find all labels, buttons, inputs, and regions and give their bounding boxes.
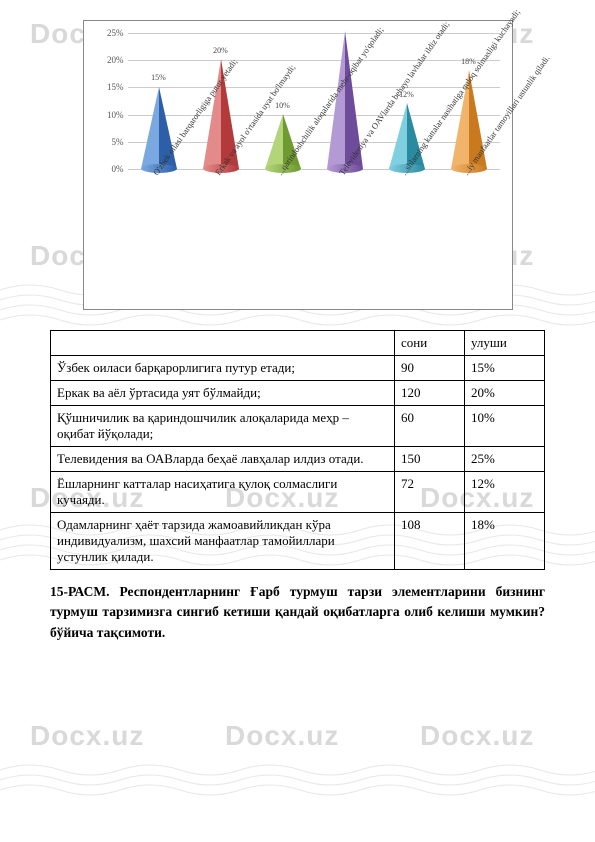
table-cell-ulushi: 12%: [465, 472, 545, 513]
cone-value-label: 15%: [151, 73, 166, 82]
x-axis-labels: O'zbek oilasi barqarorligiga putur yetad…: [128, 173, 500, 305]
table-row: Ёшларнинг катталар насиҳатига қулоқ солм…: [51, 472, 545, 513]
table-header-row: сони улуши: [51, 331, 545, 356]
table-cell-soni: 150: [395, 447, 465, 472]
cone-chart: 0%5%10%15%20%25% 15%20%10%12%18% O'zbek …: [83, 20, 513, 310]
table-row: Телевидения ва ОАВларда беҳаё лавҳалар и…: [51, 447, 545, 472]
table-header-ulushi: улуши: [465, 331, 545, 356]
table-cell-ulushi: 15%: [465, 356, 545, 381]
table-cell-soni: 108: [395, 513, 465, 570]
y-tick: 0%: [112, 164, 124, 174]
table-cell-soni: 90: [395, 356, 465, 381]
cone-value-label: 10%: [275, 101, 290, 110]
table-row: Қўшничилик ва қариндошчилик алоқаларида …: [51, 406, 545, 447]
table-cell-soni: 120: [395, 381, 465, 406]
table-cell-label: Ўзбек оиласи барқарорлигига путур етади;: [51, 356, 395, 381]
figure-caption-text: Респондентларнинг Ғарб турмуш тарзи элем…: [50, 584, 545, 640]
y-tick: 15%: [107, 82, 124, 92]
table-cell-label: Телевидения ва ОАВларда беҳаё лавҳалар и…: [51, 447, 395, 472]
y-tick: 25%: [107, 28, 124, 38]
cone-value-label: 20%: [213, 46, 228, 55]
table-cell-soni: 72: [395, 472, 465, 513]
chart-plot-area: 15%20%10%12%18%: [128, 33, 500, 169]
table-cell-ulushi: 20%: [465, 381, 545, 406]
y-tick: 20%: [107, 55, 124, 65]
y-tick: 5%: [112, 137, 124, 147]
gridline: [128, 169, 500, 170]
table-cell-ulushi: 10%: [465, 406, 545, 447]
table-header-empty: [51, 331, 395, 356]
table-cell-ulushi: 18%: [465, 513, 545, 570]
y-tick: 10%: [107, 110, 124, 120]
figure-caption: 15-РАСМ. Респондентларнинг Ғарб турмуш т…: [50, 582, 545, 643]
data-table: сони улуши Ўзбек оиласи барқарорлигига п…: [50, 330, 545, 570]
table-cell-soni: 60: [395, 406, 465, 447]
table-cell-label: Қўшничилик ва қариндошчилик алоқаларида …: [51, 406, 395, 447]
table-cell-label: Одамларнинг ҳаёт тарзида жамоавийликдан …: [51, 513, 395, 570]
table-cell-label: Еркак ва аёл ўртасида уят бўлмайди;: [51, 381, 395, 406]
table-cell-ulushi: 25%: [465, 447, 545, 472]
cone-bar: 15%: [128, 33, 190, 169]
table-row: Еркак ва аёл ўртасида уят бўлмайди;12020…: [51, 381, 545, 406]
y-axis: 0%5%10%15%20%25%: [84, 33, 128, 169]
table-row: Одамларнинг ҳаёт тарзида жамоавийликдан …: [51, 513, 545, 570]
table-cell-label: Ёшларнинг катталар насиҳатига қулоқ солм…: [51, 472, 395, 513]
figure-caption-label: 15-РАСМ.: [50, 584, 109, 599]
table-header-soni: сони: [395, 331, 465, 356]
table-row: Ўзбек оиласи барқарорлигига путур етади;…: [51, 356, 545, 381]
